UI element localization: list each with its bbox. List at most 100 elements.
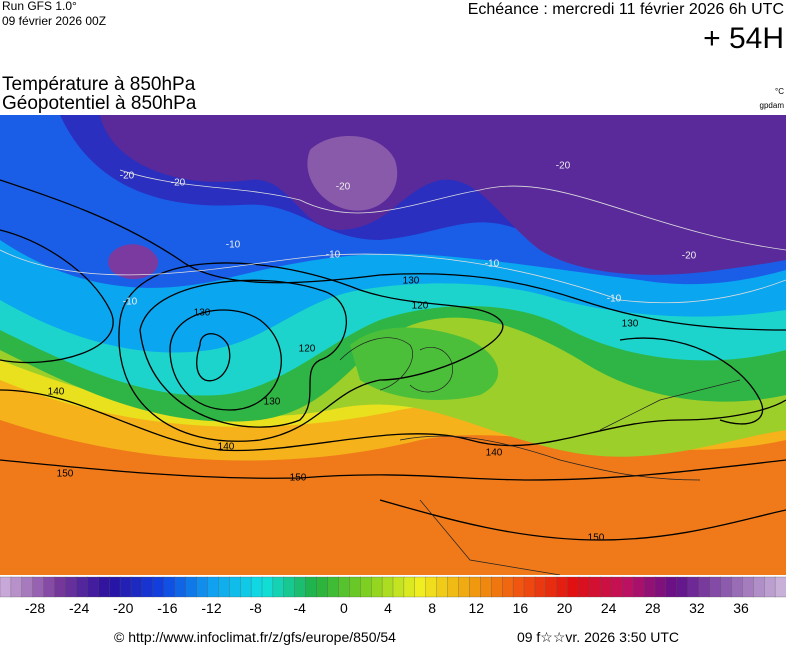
contour-label: -10 bbox=[123, 297, 138, 308]
colorbar-swatch bbox=[54, 576, 67, 598]
contour-line bbox=[379, 499, 786, 541]
colorbar-swatch bbox=[65, 576, 78, 598]
colorbar-swatch bbox=[207, 576, 219, 598]
contour-line bbox=[118, 262, 504, 442]
colorbar-swatch bbox=[709, 576, 722, 598]
forecast-time: Echéance : mercredi 11 février 2026 6h U… bbox=[468, 1, 784, 18]
colorbar-swatch bbox=[545, 576, 558, 598]
colorbar-swatch bbox=[654, 576, 667, 598]
colorbar-swatch bbox=[360, 576, 372, 598]
colorbar-tick-label: 16 bbox=[513, 600, 529, 616]
colorbar-swatch bbox=[283, 576, 296, 598]
contour-line bbox=[0, 459, 786, 481]
map: 130 120 130 120 130 140 140 140 150 150 150 130 -10 -… bbox=[0, 115, 786, 575]
colorbar-swatch bbox=[589, 576, 602, 598]
contour-line bbox=[0, 179, 786, 331]
colorbar-swatch bbox=[480, 576, 492, 598]
contour-label: 130 bbox=[194, 308, 211, 319]
colorbar-swatch bbox=[98, 576, 110, 598]
colorbar-swatch bbox=[294, 576, 307, 598]
colorbar-swatch bbox=[381, 576, 394, 598]
contour-line bbox=[619, 337, 764, 425]
colorbar-tick-label: -4 bbox=[294, 600, 307, 616]
colorbar-swatch bbox=[229, 576, 241, 598]
colorbar-swatch bbox=[774, 576, 786, 598]
contour-label: 140 bbox=[48, 387, 65, 398]
colorbar-swatch bbox=[698, 576, 711, 598]
title-temperature: Température à 850hPa bbox=[2, 74, 196, 95]
colorbar-tick-label: 12 bbox=[468, 600, 484, 616]
colorbar-swatch bbox=[491, 576, 503, 598]
contour-label: -10 bbox=[607, 294, 622, 305]
run-date: 09 février 2026 00Z bbox=[2, 14, 106, 28]
isotherm bbox=[0, 249, 786, 304]
colorbar-swatch bbox=[240, 576, 252, 598]
colorbar-tick-label: 28 bbox=[645, 600, 661, 616]
colorbar-swatch bbox=[316, 576, 329, 598]
colorbar-swatch bbox=[556, 576, 569, 598]
colorbar-swatch bbox=[742, 576, 754, 598]
colorbar-swatch bbox=[512, 576, 525, 598]
contour-label: -20 bbox=[120, 171, 135, 182]
colorbar-swatch bbox=[502, 576, 514, 598]
colorbar-tick-label: 4 bbox=[384, 600, 392, 616]
colorbar-tick-label: -20 bbox=[113, 600, 133, 616]
lead-time: + 54H bbox=[703, 22, 784, 55]
contour-label: 130 bbox=[622, 319, 639, 330]
coastline bbox=[399, 379, 741, 575]
colorbar-swatch bbox=[425, 576, 438, 598]
colorbar-swatch bbox=[436, 576, 449, 598]
contour-label: 140 bbox=[486, 448, 503, 459]
colorbar-swatch bbox=[447, 576, 460, 598]
colorbar-swatch bbox=[109, 576, 121, 598]
colorbar-swatch bbox=[764, 576, 776, 598]
colorbar-swatch bbox=[0, 576, 12, 598]
colorbar-tick-label: -12 bbox=[201, 600, 221, 616]
contour-label: 150 bbox=[57, 469, 74, 480]
contour-label: 130 bbox=[264, 397, 281, 408]
contour-label: -20 bbox=[336, 182, 351, 193]
colorbar-swatch bbox=[720, 576, 733, 598]
source-url: © http://www.infoclimat.fr/z/gfs/europe/… bbox=[114, 629, 396, 645]
colorbar-swatch bbox=[261, 576, 274, 598]
contour-label: -20 bbox=[682, 251, 697, 262]
colorbar-swatch bbox=[687, 576, 700, 598]
colorbar-tick-label: 24 bbox=[601, 600, 617, 616]
colorbar-swatch bbox=[32, 576, 45, 598]
contour-line bbox=[196, 333, 231, 382]
colorbar-swatch bbox=[196, 576, 209, 598]
contour-label: 120 bbox=[412, 301, 429, 312]
colorbar-swatch bbox=[643, 576, 656, 598]
contour-label: -10 bbox=[485, 259, 500, 270]
temp-field bbox=[307, 136, 398, 211]
contour-label: 140 bbox=[218, 442, 235, 453]
colorbar-tick-label: 36 bbox=[733, 600, 749, 616]
contour-label: -10 bbox=[326, 250, 341, 261]
colorbar-swatch bbox=[43, 576, 56, 598]
colorbar-swatch bbox=[174, 576, 187, 598]
contour-label: 150 bbox=[290, 473, 307, 484]
colorbar-tick-label: -24 bbox=[69, 600, 89, 616]
colorbar-tick-label: -28 bbox=[25, 600, 45, 616]
colorbar-swatch bbox=[469, 576, 481, 598]
contour-label: 150 bbox=[588, 533, 605, 544]
contour-label: -10 bbox=[226, 240, 241, 251]
colorbar-swatch bbox=[731, 576, 743, 598]
colorbar-tick-label: 20 bbox=[557, 600, 573, 616]
colorbar-tick-label: 0 bbox=[340, 600, 348, 616]
colorbar-tick-label: 8 bbox=[428, 600, 436, 616]
colorbar-swatch bbox=[523, 576, 536, 598]
colorbar-swatch bbox=[600, 576, 612, 598]
temp-field bbox=[350, 327, 499, 400]
colorbar-swatch bbox=[21, 576, 34, 598]
colorbar-swatch bbox=[676, 576, 689, 598]
colorbar-swatch bbox=[119, 576, 132, 598]
colorbar-swatch bbox=[349, 576, 361, 598]
colorbar-swatch bbox=[534, 576, 547, 598]
contour-line bbox=[0, 229, 114, 364]
contour-label: -20 bbox=[556, 161, 571, 172]
contour-label: -20 bbox=[171, 178, 186, 189]
colorbar-swatch bbox=[130, 576, 143, 598]
isotherm bbox=[119, 169, 786, 251]
colorbar-tick-label: -8 bbox=[249, 600, 262, 616]
